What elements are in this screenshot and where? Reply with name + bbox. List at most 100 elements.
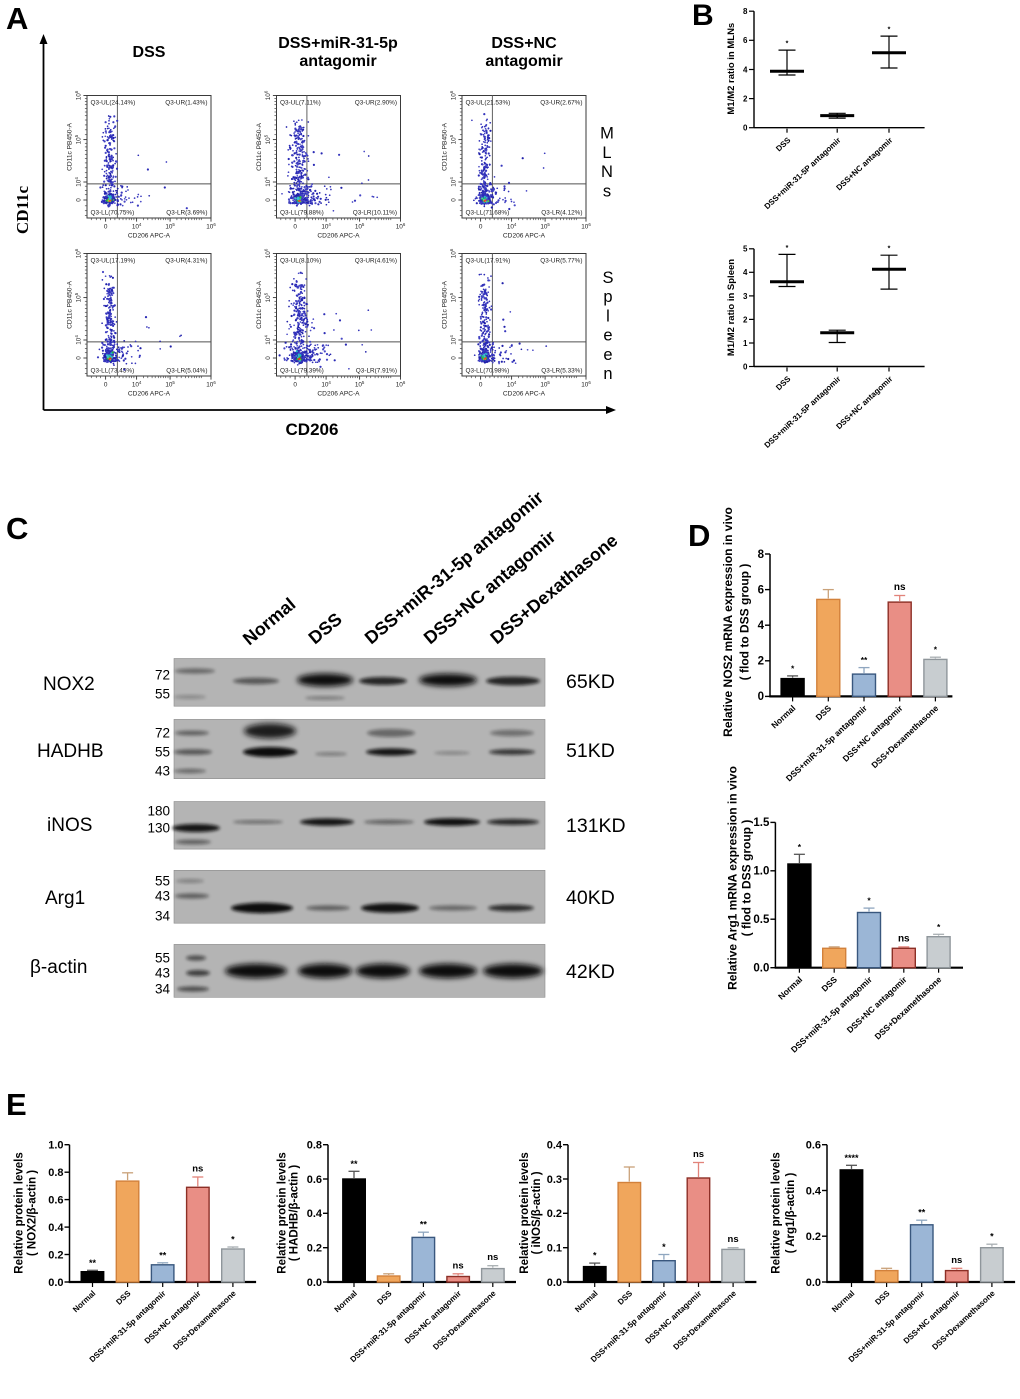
svg-text:( iNOS/β-actin ): ( iNOS/β-actin ) bbox=[531, 1171, 543, 1254]
svg-text:0: 0 bbox=[758, 691, 764, 703]
svg-text:CD11c PB450-A: CD11c PB450-A bbox=[442, 280, 449, 328]
svg-text:104: 104 bbox=[507, 222, 517, 230]
svg-text:105: 105 bbox=[264, 134, 272, 144]
svg-text:0.2: 0.2 bbox=[547, 1208, 562, 1220]
svg-text:105: 105 bbox=[165, 222, 175, 230]
svg-text:104: 104 bbox=[507, 380, 517, 388]
svg-text:43: 43 bbox=[155, 764, 170, 779]
svg-text:Q3-LR(10.11%): Q3-LR(10.11%) bbox=[353, 210, 397, 217]
svg-text:iNOS: iNOS bbox=[47, 815, 92, 836]
svg-text:104: 104 bbox=[321, 222, 331, 230]
svg-text:ns: ns bbox=[453, 1260, 464, 1271]
svg-text:Q3-UR(2.67%): Q3-UR(2.67%) bbox=[540, 100, 582, 107]
svg-text:CD206 APC-A: CD206 APC-A bbox=[317, 391, 360, 398]
svg-text:CD11c PB450-A: CD11c PB450-A bbox=[67, 122, 74, 170]
svg-text:106: 106 bbox=[206, 222, 216, 230]
svg-text:*: * bbox=[662, 1242, 666, 1252]
svg-text:2: 2 bbox=[743, 315, 748, 324]
svg-text:e: e bbox=[603, 327, 612, 345]
svg-text:Q3-UR(4.31%): Q3-UR(4.31%) bbox=[165, 258, 207, 265]
svg-text:3: 3 bbox=[743, 292, 748, 301]
svg-text:Q3-LR(4.12%): Q3-LR(4.12%) bbox=[541, 210, 582, 217]
svg-text:2: 2 bbox=[758, 656, 764, 668]
svg-text:180: 180 bbox=[147, 804, 170, 819]
svg-text:55: 55 bbox=[155, 745, 170, 760]
svg-text:0.6: 0.6 bbox=[806, 1140, 821, 1152]
svg-text:105: 105 bbox=[449, 134, 457, 144]
svg-text:6: 6 bbox=[743, 36, 748, 45]
svg-text:1: 1 bbox=[743, 339, 748, 348]
svg-text:0.6: 0.6 bbox=[307, 1174, 322, 1186]
svg-text:L: L bbox=[602, 144, 611, 162]
svg-text:Q3-UL(17.19%): Q3-UL(17.19%) bbox=[91, 258, 136, 265]
svg-text:CD206 APC-A: CD206 APC-A bbox=[317, 233, 360, 240]
svg-text:ns: ns bbox=[192, 1164, 203, 1175]
svg-text:106: 106 bbox=[206, 380, 216, 388]
svg-text:**: ** bbox=[350, 1159, 358, 1169]
svg-text:( flod to DSS group ): ( flod to DSS group ) bbox=[740, 820, 754, 937]
svg-text:n: n bbox=[603, 365, 612, 383]
svg-text:Relative protein levels: Relative protein levels bbox=[519, 1152, 531, 1273]
svg-text:106: 106 bbox=[396, 222, 406, 230]
svg-text:34: 34 bbox=[155, 982, 171, 997]
svg-text:0: 0 bbox=[265, 198, 272, 202]
svg-text:Q3-LR(3.69%): Q3-LR(3.69%) bbox=[166, 210, 207, 217]
svg-text:A: A bbox=[6, 1, 28, 36]
svg-text:4: 4 bbox=[743, 268, 748, 277]
svg-text:M1/M2 ratio in MLNs: M1/M2 ratio in MLNs bbox=[726, 23, 737, 115]
svg-text:Q3-UR(5.77%): Q3-UR(5.77%) bbox=[540, 258, 582, 265]
svg-text:104: 104 bbox=[321, 380, 331, 388]
svg-text:Q3-UL(17.91%): Q3-UL(17.91%) bbox=[466, 258, 511, 265]
svg-text:0: 0 bbox=[451, 198, 458, 202]
svg-text:Q3-LR(5.04%): Q3-LR(5.04%) bbox=[166, 368, 207, 375]
svg-text:104: 104 bbox=[74, 177, 82, 187]
svg-text:0.0: 0.0 bbox=[307, 1277, 322, 1289]
svg-text:0.4: 0.4 bbox=[48, 1222, 64, 1234]
svg-text:0: 0 bbox=[104, 382, 108, 389]
svg-text:0.0: 0.0 bbox=[806, 1277, 821, 1289]
svg-text:1.0: 1.0 bbox=[753, 866, 769, 878]
svg-text:106: 106 bbox=[264, 248, 272, 258]
svg-text:CD11c PB450-A: CD11c PB450-A bbox=[442, 122, 449, 170]
svg-text:4: 4 bbox=[743, 65, 748, 74]
svg-text:0: 0 bbox=[104, 224, 108, 231]
svg-text:0: 0 bbox=[743, 362, 748, 371]
svg-text:0.3: 0.3 bbox=[547, 1174, 562, 1186]
svg-text:106: 106 bbox=[449, 248, 457, 258]
svg-text:Q3-UL(7.11%): Q3-UL(7.11%) bbox=[280, 100, 321, 107]
svg-text:M: M bbox=[600, 125, 614, 143]
svg-text:105: 105 bbox=[74, 292, 82, 302]
svg-text:CD11c PB450-A: CD11c PB450-A bbox=[256, 122, 263, 170]
svg-text:0.4: 0.4 bbox=[547, 1140, 563, 1152]
svg-text:0.5: 0.5 bbox=[753, 914, 770, 926]
svg-text:( NOX2/β-actin ): ( NOX2/β-actin ) bbox=[27, 1170, 39, 1256]
svg-text:106: 106 bbox=[74, 90, 82, 100]
svg-text:M1/M2 ratio in Spleen: M1/M2 ratio in Spleen bbox=[726, 259, 737, 356]
svg-text:N: N bbox=[601, 163, 613, 181]
svg-text:0: 0 bbox=[743, 124, 748, 133]
svg-text:104: 104 bbox=[74, 335, 82, 345]
svg-text:*: * bbox=[867, 896, 871, 906]
svg-text:l: l bbox=[606, 307, 610, 325]
svg-text:104: 104 bbox=[264, 335, 272, 345]
svg-text:Q3-LR(7.91%): Q3-LR(7.91%) bbox=[356, 368, 397, 375]
svg-text:0: 0 bbox=[479, 224, 483, 231]
svg-text:Q3-UL(21.53%): Q3-UL(21.53%) bbox=[466, 100, 511, 107]
svg-text:DSS: DSS bbox=[133, 44, 166, 61]
svg-text:2: 2 bbox=[743, 95, 748, 104]
svg-text:Q3-UL(8.10%): Q3-UL(8.10%) bbox=[280, 258, 321, 265]
svg-text:**: ** bbox=[918, 1208, 926, 1218]
svg-text:( HADHB/β-actin ): ( HADHB/β-actin ) bbox=[288, 1165, 300, 1262]
svg-text:Relative NOS2 mRNA expression: Relative NOS2 mRNA expression in vivo bbox=[721, 507, 735, 737]
svg-text:*: * bbox=[937, 922, 941, 932]
svg-text:104: 104 bbox=[264, 177, 272, 187]
svg-text:0.8: 0.8 bbox=[307, 1140, 322, 1152]
svg-text:105: 105 bbox=[355, 222, 365, 230]
svg-text:Q3-LL(71.68%): Q3-LL(71.68%) bbox=[466, 210, 510, 217]
svg-text:0: 0 bbox=[479, 382, 483, 389]
svg-text:0: 0 bbox=[76, 356, 83, 360]
svg-text:55: 55 bbox=[155, 687, 170, 702]
svg-text:105: 105 bbox=[165, 380, 175, 388]
svg-text:CD11c: CD11c bbox=[13, 185, 32, 234]
svg-text:106: 106 bbox=[396, 380, 406, 388]
